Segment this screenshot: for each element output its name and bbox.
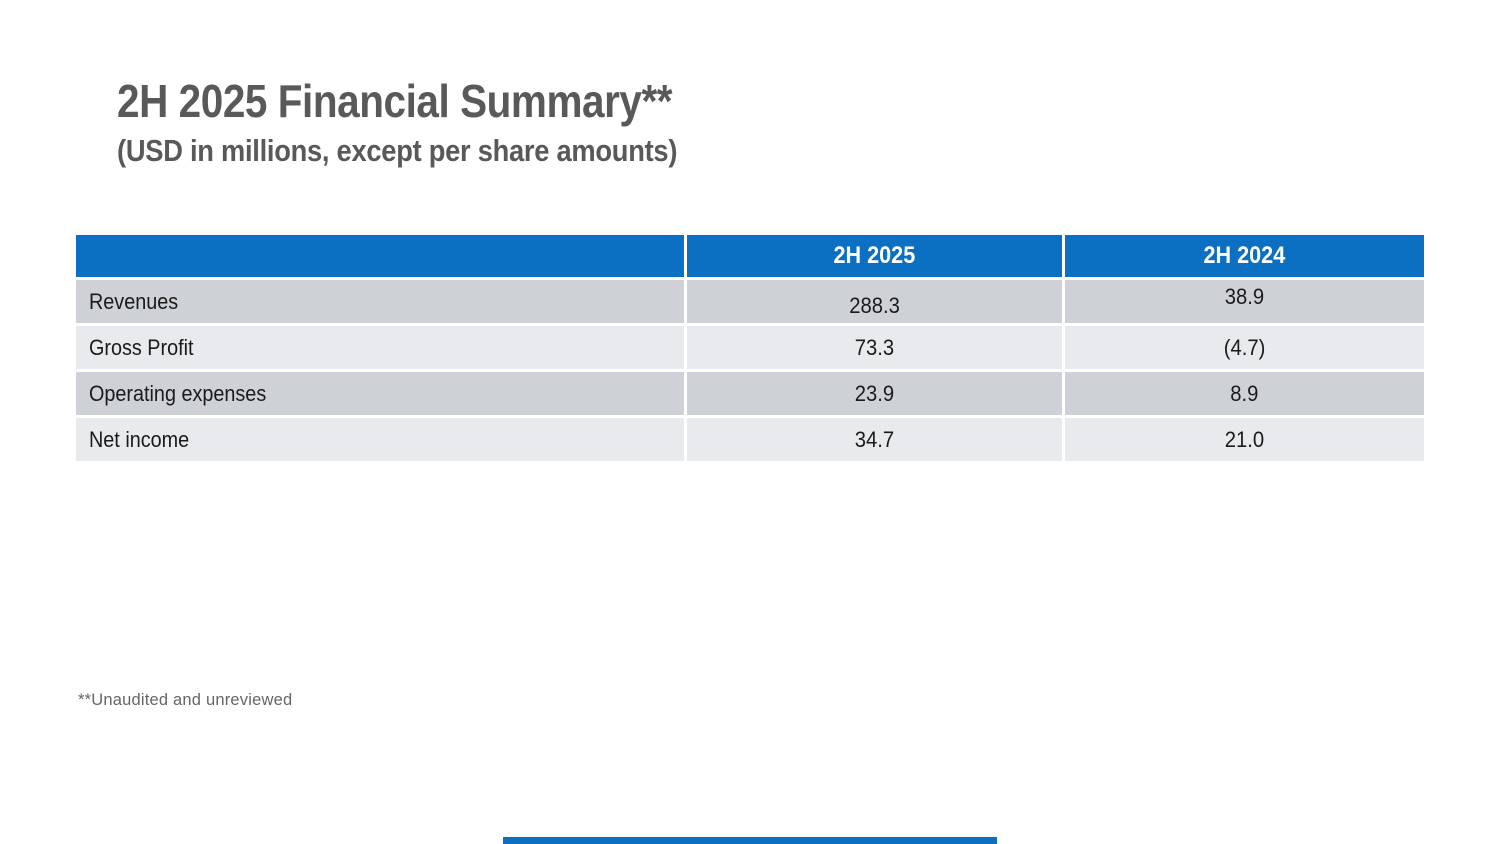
value-2025: 73.3 (854, 334, 895, 360)
title-block: 2H 2025 Financial Summary** (USD in mill… (117, 76, 754, 170)
header-cell-2h2024: 2H 2024 (1065, 235, 1424, 277)
value-cell-2025: 23.9 (687, 372, 1062, 415)
row-label: Revenues (89, 288, 179, 314)
value-cell-2024: 38.9 (1065, 280, 1424, 323)
financial-summary-table: 2H 2025 2H 2024 Revenues 288.3 38.9 Gros… (76, 235, 1424, 464)
value-cell-2025: 288.3 (687, 280, 1062, 323)
header-label-2h2025: 2H 2025 (833, 242, 916, 269)
table-row-operating-expenses: Operating expenses 23.9 8.9 (76, 372, 1424, 415)
row-label-cell: Net income (76, 418, 684, 461)
page-subtitle: (USD in millions, except per share amoun… (117, 133, 678, 168)
table-row-net-income: Net income 34.7 21.0 (76, 418, 1424, 461)
page-title: 2H 2025 Financial Summary** (117, 75, 673, 127)
value-2024: (4.7) (1223, 334, 1266, 360)
value-2024: 38.9 (1224, 284, 1265, 309)
row-label: Operating expenses (89, 380, 267, 406)
table-header-row: 2H 2025 2H 2024 (76, 235, 1424, 277)
table-row-gross-profit: Gross Profit 73.3 (4.7) (76, 326, 1424, 369)
bottom-accent-bar (503, 837, 997, 844)
value-2024: 8.9 (1230, 380, 1259, 406)
row-label-cell: Revenues (76, 280, 684, 323)
value-cell-2025: 73.3 (687, 326, 1062, 369)
value-cell-2024: 8.9 (1065, 372, 1424, 415)
value-cell-2024: (4.7) (1065, 326, 1424, 369)
value-2025: 288.3 (849, 293, 900, 318)
row-label: Gross Profit (89, 334, 194, 360)
row-label: Net income (89, 426, 190, 452)
header-label-2h2024: 2H 2024 (1203, 242, 1286, 269)
row-label-cell: Gross Profit (76, 326, 684, 369)
footnote: **Unaudited and unreviewed (78, 691, 293, 709)
table-row-revenues: Revenues 288.3 38.9 (76, 280, 1424, 323)
row-label-cell: Operating expenses (76, 372, 684, 415)
value-2025: 23.9 (854, 380, 895, 406)
value-cell-2024: 21.0 (1065, 418, 1424, 461)
header-cell-2h2025: 2H 2025 (687, 235, 1062, 277)
header-cell-blank (76, 235, 684, 277)
value-2025: 34.7 (854, 426, 895, 452)
value-2024: 21.0 (1224, 426, 1265, 452)
value-cell-2025: 34.7 (687, 418, 1062, 461)
